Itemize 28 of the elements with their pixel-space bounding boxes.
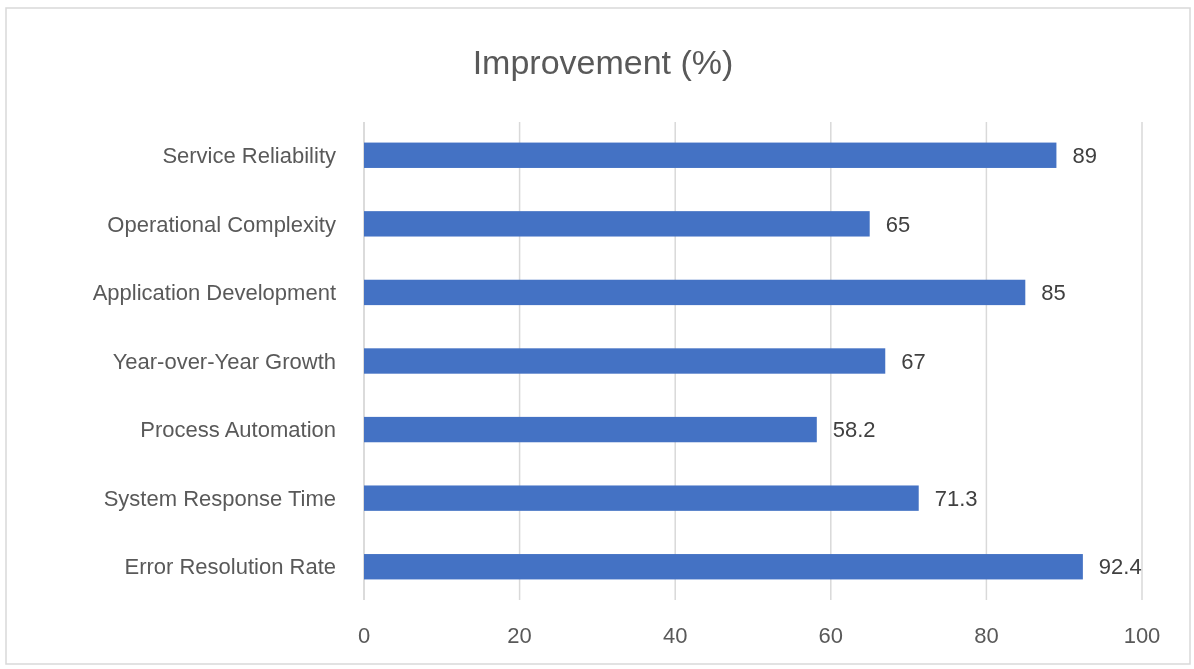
bar [364,142,1057,168]
x-tick-label: 20 [507,622,532,648]
data-label: 85 [1041,280,1066,306]
y-tick-label: Service Reliability [162,142,336,168]
bar [364,279,1026,306]
data-label: 67 [901,348,926,374]
x-tick-label: 100 [1123,622,1161,648]
x-tick-label: 0 [357,622,371,648]
y-tick-label: Operational Complexity [107,211,336,237]
data-label: 92.4 [1098,554,1142,580]
y-tick-label: Process Automation [140,417,336,443]
data-label: 89 [1072,142,1097,168]
y-tick-label: Application Development [92,280,336,306]
data-label: 58.2 [832,417,876,443]
bar [364,416,817,443]
bar [364,348,886,374]
data-label: 65 [885,211,911,237]
bar [364,211,870,237]
y-tick-label: Error Resolution Rate [124,554,336,580]
chart-title: Improvement (%) [472,42,734,81]
bar [364,485,919,511]
x-tick-label: 40 [662,622,688,648]
bar [364,554,1083,580]
y-tick-label: Year-over-Year Growth [112,348,336,374]
data-label: 71.3 [934,485,978,511]
x-tick-label: 80 [974,622,999,648]
y-tick-label: System Response Time [103,485,336,511]
x-tick-label: 60 [818,622,844,648]
